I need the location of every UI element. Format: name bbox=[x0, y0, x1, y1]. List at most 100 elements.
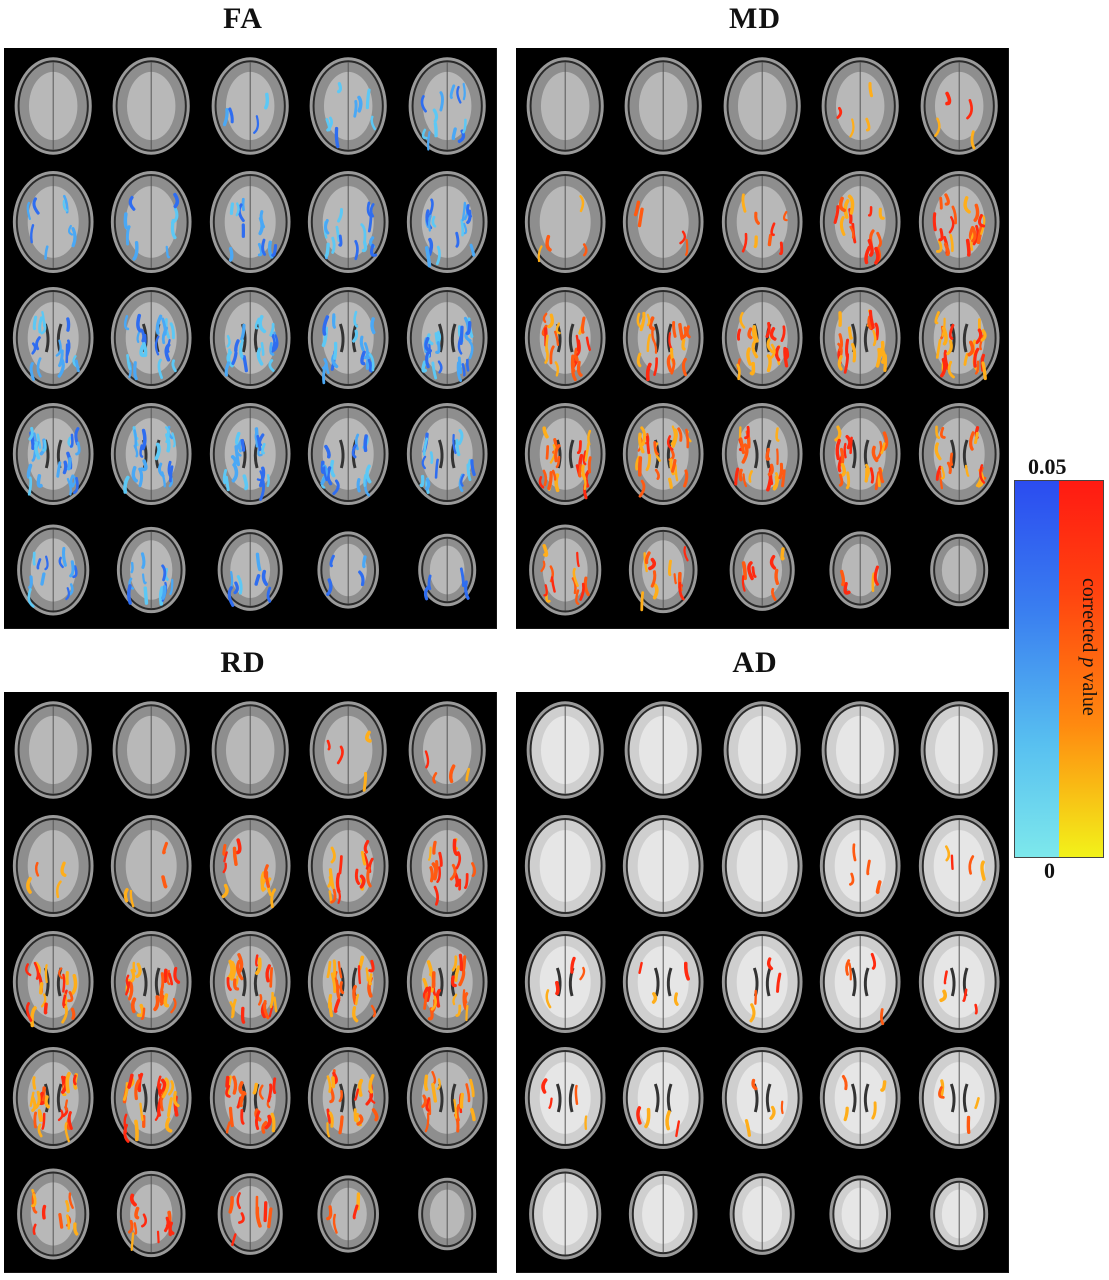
brain-slice bbox=[811, 396, 911, 513]
brain-slice bbox=[614, 280, 714, 397]
brain-slice bbox=[299, 396, 399, 513]
brain-slice bbox=[712, 808, 813, 925]
brain-slice bbox=[516, 512, 616, 629]
brain-slice bbox=[4, 48, 104, 165]
md-slice-grid bbox=[516, 48, 1009, 629]
brain-slice bbox=[200, 1156, 301, 1273]
brain-slice bbox=[811, 1040, 911, 1157]
brain-slice bbox=[811, 48, 911, 165]
brain-slice bbox=[397, 1040, 497, 1157]
brain-slice bbox=[397, 1156, 497, 1273]
brain-slice bbox=[909, 692, 1009, 809]
brain-slice bbox=[712, 924, 813, 1041]
brain-slice bbox=[200, 48, 301, 165]
brain-slice bbox=[712, 1156, 813, 1273]
brain-slice bbox=[299, 1156, 399, 1273]
colorbar-top-label: 0.05 bbox=[1028, 454, 1067, 479]
brain-slice bbox=[102, 1040, 202, 1157]
brain-slice bbox=[200, 280, 301, 397]
brain-slice bbox=[909, 512, 1009, 629]
brain-slice bbox=[299, 924, 399, 1041]
brain-slice bbox=[4, 924, 104, 1041]
brain-slice bbox=[397, 48, 497, 165]
brain-slice bbox=[397, 280, 497, 397]
brain-slice bbox=[200, 1040, 301, 1157]
brain-slice bbox=[397, 692, 497, 809]
brain-slice bbox=[4, 396, 104, 513]
brain-slice bbox=[909, 396, 1009, 513]
brain-slice bbox=[811, 1156, 911, 1273]
brain-slice bbox=[102, 924, 202, 1041]
brain-slice bbox=[299, 692, 399, 809]
brain-slice bbox=[4, 808, 104, 925]
colorbar-axis-label: corrected p value bbox=[1078, 578, 1100, 716]
brain-slice bbox=[299, 48, 399, 165]
brain-slice bbox=[516, 280, 616, 397]
colorbar-red-scale bbox=[1059, 481, 1103, 857]
brain-slice bbox=[4, 280, 104, 397]
brain-slice bbox=[4, 1156, 104, 1273]
brain-slice bbox=[299, 1040, 399, 1157]
brain-slice bbox=[516, 924, 616, 1041]
brain-slice bbox=[614, 48, 714, 165]
brain-slice bbox=[614, 512, 714, 629]
brain-slice bbox=[516, 808, 616, 925]
brain-slice bbox=[299, 280, 399, 397]
colorbar-bottom-label: 0 bbox=[1044, 858, 1055, 883]
brain-slice bbox=[712, 164, 813, 281]
brain-slice bbox=[712, 396, 813, 513]
brain-slice bbox=[614, 164, 714, 281]
brain-slice bbox=[4, 512, 104, 629]
brain-slice bbox=[909, 280, 1009, 397]
brain-slice bbox=[397, 396, 497, 513]
brain-slice bbox=[712, 280, 813, 397]
brain-slice bbox=[4, 692, 104, 809]
brain-slice bbox=[909, 1040, 1009, 1157]
brain-slice bbox=[909, 48, 1009, 165]
brain-slice bbox=[811, 512, 911, 629]
brain-slice bbox=[200, 164, 301, 281]
brain-slice bbox=[299, 164, 399, 281]
panel-title-fa: FA bbox=[223, 2, 263, 35]
brain-slice bbox=[102, 512, 202, 629]
brain-slice bbox=[909, 164, 1009, 281]
panel-title-md: MD bbox=[729, 2, 781, 35]
panel-title-rd: RD bbox=[220, 646, 266, 679]
brain-slice bbox=[712, 1040, 813, 1157]
brain-slice bbox=[516, 48, 616, 165]
brain-slice bbox=[614, 1040, 714, 1157]
brain-slice bbox=[299, 512, 399, 629]
brain-slice bbox=[397, 808, 497, 925]
brain-slice bbox=[614, 396, 714, 513]
brain-slice bbox=[102, 808, 202, 925]
brain-slice bbox=[397, 924, 497, 1041]
fa-slice-grid bbox=[4, 48, 497, 629]
brain-slice bbox=[4, 1040, 104, 1157]
brain-slice bbox=[712, 48, 813, 165]
panel-title-ad: AD bbox=[732, 646, 778, 679]
brain-slice bbox=[397, 512, 497, 629]
brain-slice bbox=[909, 1156, 1009, 1273]
brain-slice bbox=[4, 164, 104, 281]
brain-slice bbox=[200, 396, 301, 513]
brain-slice bbox=[712, 692, 813, 809]
brain-slice bbox=[102, 1156, 202, 1273]
brain-slice bbox=[516, 1040, 616, 1157]
brain-slice bbox=[614, 692, 714, 809]
colorbar bbox=[1014, 480, 1104, 858]
brain-slice bbox=[712, 512, 813, 629]
brain-slice bbox=[102, 48, 202, 165]
brain-slice bbox=[811, 164, 911, 281]
brain-slice bbox=[614, 924, 714, 1041]
brain-slice bbox=[516, 164, 616, 281]
brain-slice bbox=[614, 1156, 714, 1273]
brain-slice bbox=[102, 692, 202, 809]
brain-slice bbox=[200, 924, 301, 1041]
brain-slice bbox=[516, 692, 616, 809]
brain-slice bbox=[811, 808, 911, 925]
brain-slice bbox=[516, 1156, 616, 1273]
ad-slice-grid bbox=[516, 692, 1009, 1273]
brain-slice bbox=[200, 512, 301, 629]
brain-slice bbox=[299, 808, 399, 925]
colorbar-blue-scale bbox=[1015, 481, 1059, 857]
